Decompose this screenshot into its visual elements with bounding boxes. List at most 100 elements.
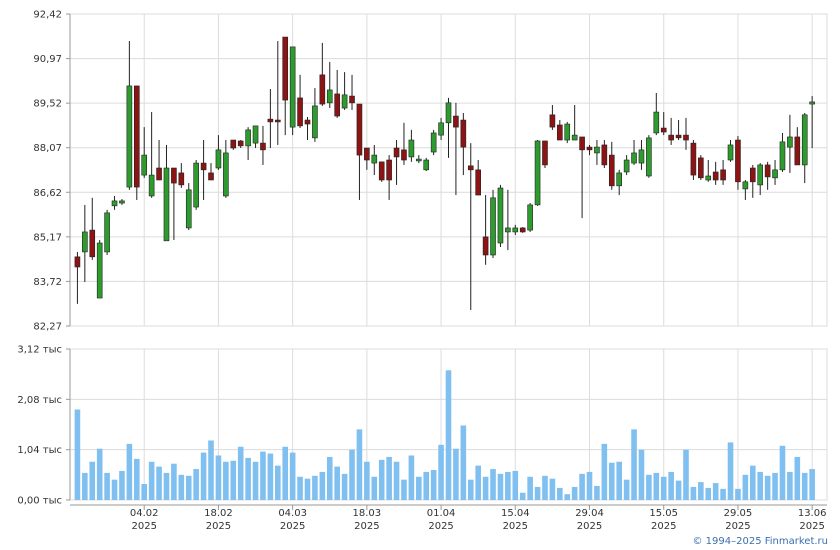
volume-bar: [252, 461, 259, 500]
candle-body: [542, 140, 548, 166]
volume-bar: [326, 456, 333, 500]
volume-bar: [571, 486, 578, 500]
x-tick-label: 15.05 2025: [649, 508, 678, 532]
candle-body: [712, 171, 719, 181]
candle-body: [794, 136, 801, 166]
volume-bar: [304, 478, 311, 500]
volume-bar: [260, 451, 266, 500]
volume-bar: [223, 461, 229, 500]
candle-body: [683, 134, 689, 141]
x-tick-label: 18.02 2025: [204, 508, 233, 532]
volume-bar: [89, 461, 96, 500]
candle-body: [349, 95, 355, 104]
volume-bar: [727, 442, 734, 500]
volume-bar: [653, 472, 660, 500]
candle-body: [653, 111, 660, 134]
candle-body: [230, 139, 237, 149]
candle-body: [401, 149, 407, 161]
candle-body: [89, 229, 96, 258]
candle-body: [245, 129, 251, 147]
candle-body: [527, 204, 533, 231]
candle-body: [779, 141, 786, 171]
candle-body: [801, 114, 808, 166]
candle-body: [200, 162, 207, 171]
candle-body: [148, 174, 155, 197]
volume-bar: [564, 494, 571, 500]
volume-bar: [267, 453, 274, 500]
candle-body: [519, 227, 526, 233]
candle-body: [742, 181, 749, 190]
volume-bar: [586, 471, 593, 500]
volume-bar: [119, 470, 125, 500]
candle-body: [275, 119, 281, 123]
volume-bar: [631, 429, 637, 500]
candle-body: [208, 172, 214, 181]
volume-bar: [601, 443, 608, 500]
volume-bar: [594, 485, 600, 500]
volume-bar: [416, 476, 422, 500]
volume-bar: [319, 471, 326, 500]
candle-body: [289, 46, 296, 128]
volume-bar: [801, 472, 808, 500]
candle-body: [416, 158, 422, 162]
volume-bar: [557, 487, 563, 500]
candle-body: [549, 114, 556, 128]
candle-body: [297, 97, 303, 127]
volume-bar: [401, 479, 407, 500]
volume-bar: [809, 469, 815, 500]
candle-body: [705, 175, 712, 181]
volume-bar: [445, 370, 452, 500]
y-tick-label: 89,52: [33, 99, 62, 110]
candle-body: [608, 154, 615, 187]
volume-bar: [482, 476, 489, 500]
candle-body: [178, 172, 185, 186]
candle-body: [430, 132, 437, 153]
x-tick-label: 29.05 2025: [724, 508, 753, 532]
candle-body: [304, 119, 311, 125]
candle-body: [490, 197, 496, 256]
volume-bar: [356, 429, 363, 500]
volume-bar: [282, 446, 289, 500]
volume-bar: [349, 449, 355, 500]
volume-bar: [386, 456, 392, 500]
y-tick-label: 86,62: [33, 188, 62, 199]
candle-body: [438, 122, 444, 136]
candle-body: [616, 172, 622, 187]
candle-body: [341, 94, 348, 109]
volume-bar: [393, 461, 400, 500]
candle-body: [423, 159, 430, 171]
y-tick-label: 92,42: [33, 10, 62, 21]
volume-bar: [579, 473, 585, 500]
candle-body: [646, 137, 652, 177]
volume-bar: [141, 484, 148, 500]
candle-body: [571, 134, 578, 141]
y-tick-label: 0,00 тыс: [17, 496, 62, 507]
candle-body: [312, 105, 318, 139]
volume-bar: [312, 475, 318, 500]
volume-bar: [735, 488, 741, 500]
y-tick-label: 82,27: [33, 322, 62, 333]
candle-body: [668, 134, 674, 141]
y-tick-label: 1,04 тыс: [17, 445, 62, 456]
candle-body: [564, 123, 571, 141]
volume-bar: [200, 452, 207, 500]
volume-bar: [490, 469, 496, 500]
candle-body: [623, 159, 630, 173]
candle-body: [364, 147, 370, 161]
volume-bar: [668, 471, 674, 500]
y-tick-label: 90,97: [33, 54, 62, 65]
volume-bar: [698, 482, 704, 500]
candle-body: [215, 149, 222, 169]
candle-body: [809, 101, 815, 105]
candle-body: [735, 139, 741, 183]
volume-bar: [623, 479, 630, 500]
volume-bar: [705, 487, 712, 500]
volume-bar: [133, 458, 140, 500]
volume-bar: [772, 472, 778, 500]
candle-body: [171, 167, 177, 184]
candle-body: [727, 144, 734, 161]
candle-body: [334, 93, 340, 117]
volume-bar: [126, 443, 133, 500]
volume-bar: [163, 472, 170, 500]
